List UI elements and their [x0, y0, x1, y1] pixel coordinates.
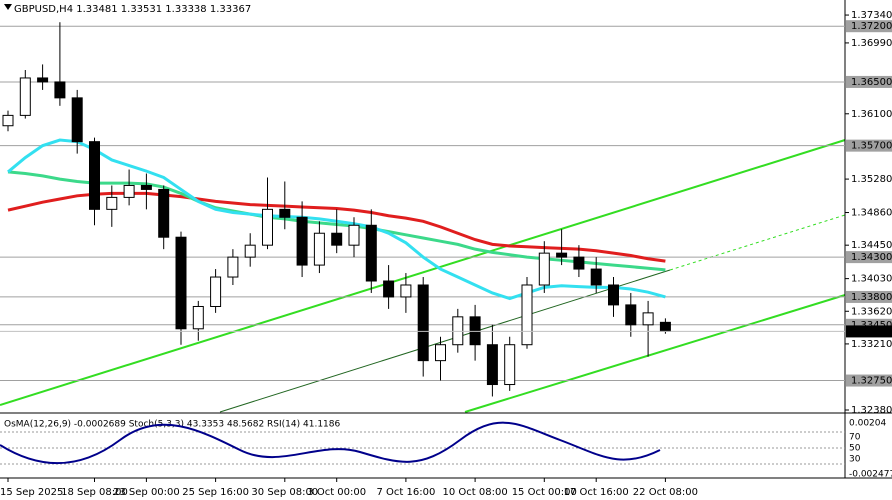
candle-body — [2, 114, 14, 127]
level-label: 1.37200 — [851, 21, 892, 32]
level-label-bg — [846, 139, 892, 152]
candle-body — [435, 344, 446, 362]
x-tick-label: 17 Oct 16:00 — [564, 487, 629, 498]
candle-body — [227, 256, 239, 278]
candle-body — [19, 77, 31, 116]
y-tick-label: 1.34450 — [851, 240, 892, 251]
level-label-bg — [846, 374, 892, 387]
candle-body — [486, 344, 498, 386]
y-tick-label: 1.36990 — [851, 38, 892, 49]
last-price-bg — [846, 325, 892, 338]
candle-body — [106, 196, 118, 210]
candle-body — [556, 252, 568, 258]
y-tick-label: 1.36100 — [851, 109, 892, 120]
last-price-label: 1.33367 — [851, 326, 892, 337]
indicator-scale-label: 30 — [849, 455, 861, 465]
candle-body — [262, 208, 273, 246]
candle-body — [452, 316, 464, 346]
candle-body — [538, 252, 550, 286]
candle-body — [71, 97, 83, 143]
candle-body — [417, 284, 429, 362]
level-label-bg — [846, 75, 892, 88]
candle-body — [140, 184, 152, 190]
candle-body — [573, 256, 585, 270]
candle-body — [89, 141, 100, 210]
x-tick-label: 3 Oct 00:00 — [307, 487, 366, 498]
y-tick-label: 1.33620 — [851, 306, 892, 317]
level-label-bg — [846, 20, 892, 33]
candle-body — [348, 224, 360, 246]
channel-mid-extension — [669, 214, 846, 271]
candle-body — [175, 236, 187, 330]
level-label: 1.33800 — [851, 292, 892, 303]
indicator-scale-label: 50 — [849, 444, 861, 454]
channel-lower — [464, 294, 846, 413]
y-tick-label: 1.37340 — [851, 10, 892, 21]
x-tick-label: 18 Sep 08:00 — [61, 487, 128, 498]
candle-body — [313, 232, 325, 266]
candle-body — [37, 77, 49, 83]
y-tick-label: 1.34860 — [851, 208, 892, 219]
y-tick-label: 1.35280 — [851, 174, 892, 185]
moving-average — [7, 191, 666, 263]
candle-body — [192, 305, 204, 330]
level-label: 1.36500 — [851, 77, 892, 88]
dropdown-icon — [4, 4, 12, 10]
candle-body — [244, 244, 256, 258]
x-tick-label: 23 Sep 00:00 — [113, 487, 180, 498]
x-tick-label: 22 Oct 08:00 — [633, 487, 698, 498]
indicator-scale-label: 0.00204 — [849, 419, 886, 429]
candle-body — [365, 224, 377, 282]
candle-body — [400, 284, 412, 298]
candle-body — [279, 208, 291, 218]
candle-body — [642, 312, 654, 326]
level-label-bg — [846, 290, 892, 303]
level-label: 1.32750 — [851, 376, 892, 387]
level-label: 1.33450 — [851, 320, 892, 331]
candle-body — [659, 321, 671, 332]
candle-body — [504, 344, 516, 386]
indicator-scale-label: 70 — [849, 433, 861, 443]
x-tick-label: 25 Sep 16:00 — [182, 487, 249, 498]
y-tick-label: 1.33210 — [851, 339, 892, 350]
candle-body — [469, 316, 481, 346]
candle-body — [210, 276, 222, 307]
candle-body — [331, 232, 343, 246]
level-label: 1.35700 — [851, 141, 892, 152]
indicator-line — [0, 421, 661, 465]
x-tick-label: 15 Sep 2025 — [0, 487, 63, 498]
trend-lines — [0, 139, 846, 413]
candle-body — [608, 284, 619, 306]
candle-body — [590, 268, 602, 286]
chart-title: GBPUSD,H4 1.33481 1.33531 1.33338 1.3336… — [14, 4, 251, 15]
level-label: 1.34300 — [851, 252, 892, 263]
candle-body — [158, 188, 170, 238]
candle-body — [296, 216, 308, 266]
channel-upper — [0, 139, 846, 406]
y-tick-label: 1.34030 — [851, 274, 892, 285]
x-tick-label: 7 Oct 16:00 — [376, 487, 435, 498]
channel-mid — [219, 269, 671, 413]
candle-body — [123, 184, 135, 198]
candle-body — [625, 304, 637, 326]
indicator-decoration — [0, 421, 845, 465]
x-tick-label: 15 Oct 00:00 — [512, 487, 577, 498]
x-tick-label: 10 Oct 08:00 — [442, 487, 507, 498]
candle-body — [383, 280, 395, 298]
y-tick-label: 1.32380 — [851, 405, 892, 416]
x-tick-label: 30 Sep 08:00 — [251, 487, 318, 498]
candle-body — [54, 81, 66, 99]
indicator-scale-label: -0.002477 — [849, 470, 892, 480]
level-label-bg — [846, 251, 892, 264]
candle-body — [521, 284, 533, 346]
